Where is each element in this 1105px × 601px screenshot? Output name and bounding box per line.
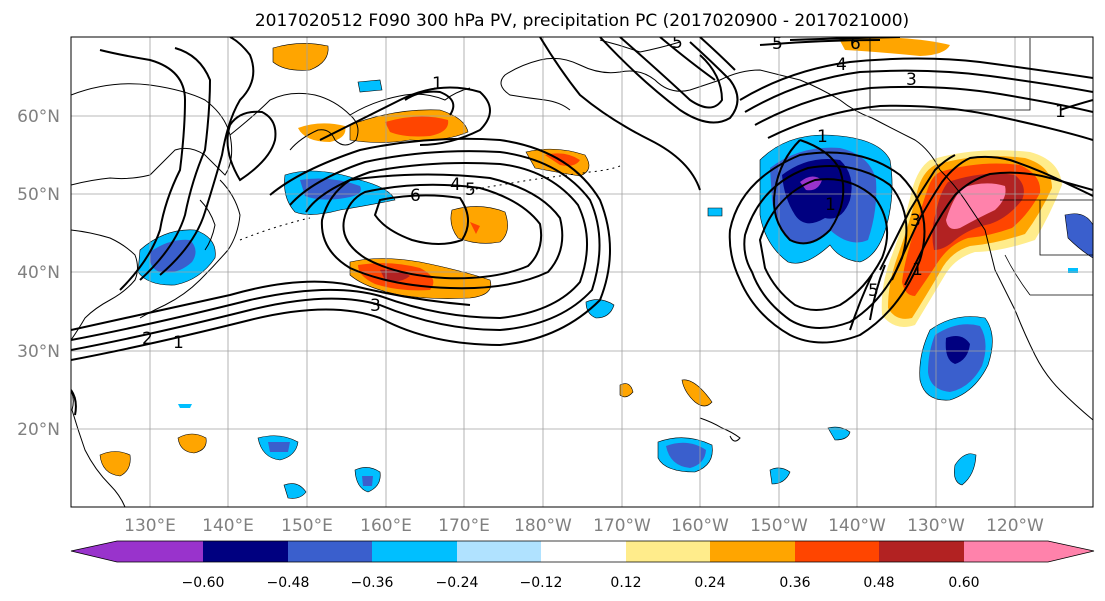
lat-label: 20°N — [17, 420, 60, 440]
contour-label: 1 — [432, 74, 443, 94]
contour-label: 1 — [1055, 102, 1066, 122]
contour-label: 5 — [672, 33, 683, 53]
colorbar-segment — [457, 541, 541, 562]
colorbar-segment — [117, 541, 203, 562]
lat-label: 30°N — [17, 342, 60, 362]
colorbar-tick-labels: −0.60 −0.48 −0.36 −0.24 −0.12 0.12 0.24 … — [182, 575, 980, 591]
colorbar-segment — [795, 541, 879, 562]
colorbar-segment — [71, 541, 117, 562]
lon-label: 130°E — [124, 516, 176, 536]
colorbar-segment — [1048, 541, 1094, 562]
contour-label: 6 — [850, 34, 861, 54]
colorbar-tick-label: −0.12 — [520, 575, 563, 591]
precipitation-shading — [99, 37, 1093, 499]
contour-label: 3 — [906, 70, 917, 90]
colorbar-segment — [541, 541, 626, 562]
colorbar-tick-label: 0.60 — [948, 575, 979, 591]
lat-label: 40°N — [17, 263, 60, 283]
contour-label: 3 — [910, 211, 921, 231]
colorbar-outline — [70, 540, 1095, 563]
colorbar-segment — [203, 541, 288, 562]
contour-label: 1 — [825, 195, 836, 215]
contour-label: 5 — [465, 180, 476, 200]
map-panel: 1 1 1 1 1 1 3 3 3 4 4 5 5 6 6 2 5 5 — [17, 33, 1094, 536]
colorbar-segment — [372, 541, 457, 562]
colorbar-tick-label: 0.36 — [779, 575, 810, 591]
contour-labels: 1 1 1 1 1 1 3 3 3 4 4 5 5 6 6 2 5 5 — [142, 33, 1066, 353]
colorbar-segment — [288, 541, 372, 562]
lon-label: 140°E — [202, 516, 254, 536]
contour-label: 1 — [817, 127, 828, 147]
colorbar-tick-label: −0.36 — [351, 575, 394, 591]
colorbar-segment — [964, 541, 1048, 562]
lon-label: 170°W — [593, 516, 651, 536]
colorbar-tick-label: 0.24 — [694, 575, 725, 591]
contour-label: 3 — [370, 296, 381, 316]
contour-label: 5 — [868, 281, 879, 301]
colorbar-tick-label: −0.48 — [267, 575, 310, 591]
lon-label: 160°E — [360, 516, 412, 536]
contour-label: 4 — [836, 55, 847, 75]
map-frame — [70, 36, 1094, 508]
latitude-labels: 60°N 50°N 40°N 30°N 20°N — [17, 107, 60, 440]
lat-label: 60°N — [17, 107, 60, 127]
contour-label: 4 — [450, 175, 461, 195]
lon-label: 120°W — [986, 516, 1044, 536]
contour-label: 5 — [772, 34, 783, 54]
lon-label: 130°W — [907, 516, 965, 536]
lon-label: 150°E — [281, 516, 333, 536]
colorbar-tick-label: 0.12 — [610, 575, 641, 591]
coastlines — [71, 38, 1093, 507]
colorbar-tick-label: −0.24 — [436, 575, 479, 591]
longitude-labels: 130°E 140°E 150°E 160°E 170°E 180°W 170°… — [124, 516, 1044, 536]
lon-label: 180°W — [514, 516, 572, 536]
lon-label: 140°W — [828, 516, 886, 536]
lon-label: 150°W — [750, 516, 808, 536]
lon-label: 160°W — [671, 516, 729, 536]
colorbar-segment — [626, 541, 710, 562]
figure-title: 2017020512 F090 300 hPa PV, precipitatio… — [255, 11, 909, 31]
colorbar: −0.60 −0.48 −0.36 −0.24 −0.12 0.12 0.24 … — [70, 540, 1095, 591]
colorbar-segment — [879, 541, 964, 562]
colorbar-segment — [710, 541, 795, 562]
colorbar-tick-label: 0.48 — [863, 575, 894, 591]
contour-label: 1 — [912, 260, 923, 280]
lon-label: 170°E — [438, 516, 490, 536]
contour-label: 6 — [410, 186, 421, 206]
colorbar-tick-label: −0.60 — [182, 575, 225, 591]
pv-contours — [71, 37, 1093, 416]
contour-label: 2 — [142, 329, 153, 349]
lat-label: 50°N — [17, 185, 60, 205]
contour-label: 1 — [173, 333, 184, 353]
